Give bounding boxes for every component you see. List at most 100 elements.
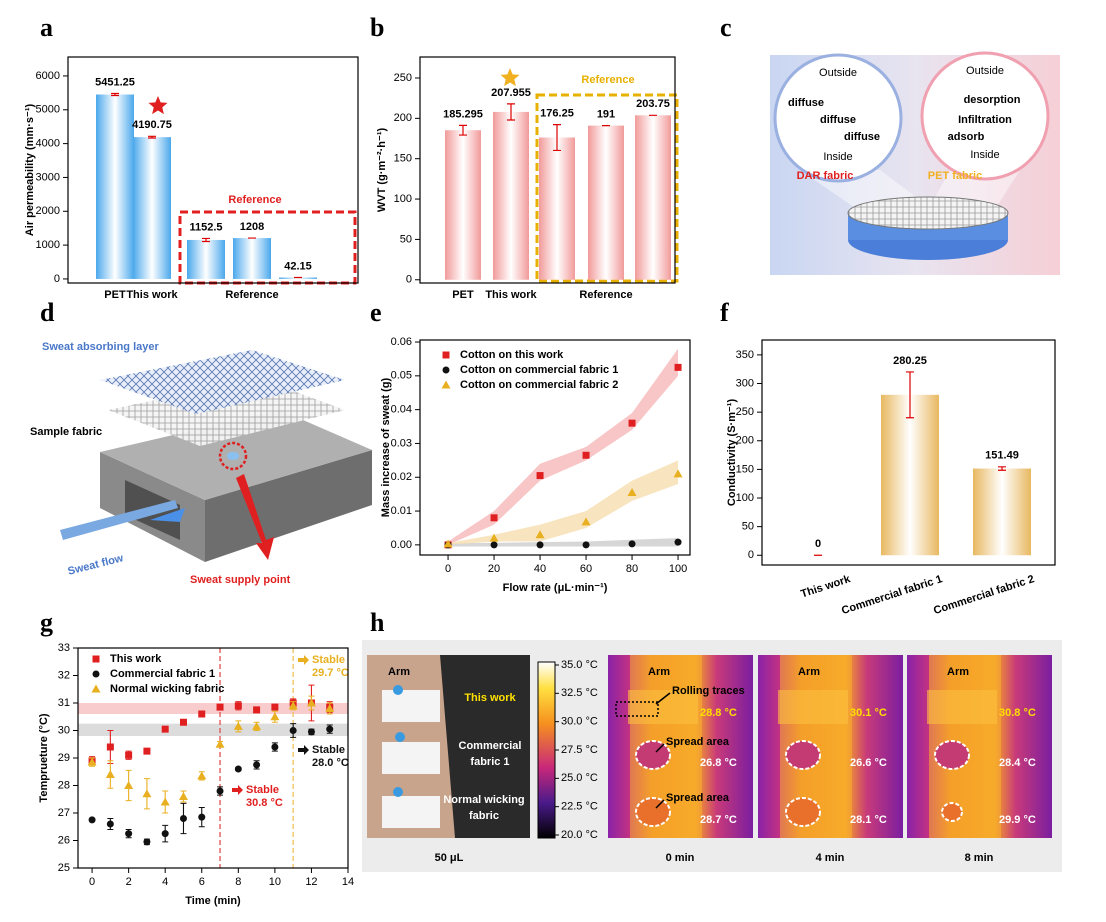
spread-area [635, 740, 671, 770]
note: Spread area [666, 792, 730, 804]
confidence-band [448, 460, 679, 545]
marker [234, 765, 242, 773]
y-tick-label: 33 [58, 642, 70, 654]
y-axis-label: WVT (g·m⁻²·h⁻¹) [376, 128, 388, 213]
marker [582, 451, 590, 459]
supply-arrow [236, 474, 274, 560]
marker [489, 533, 499, 542]
bar [133, 137, 171, 279]
marker [289, 727, 297, 734]
fabric-patch [382, 690, 440, 722]
marker [535, 530, 545, 539]
y-tick-label: 100 [394, 193, 412, 205]
x-tick-label: 100 [669, 563, 687, 575]
label: Outside [966, 65, 1004, 77]
marker [271, 703, 279, 711]
error-bar [148, 135, 156, 139]
label: Infiltration [958, 114, 1012, 126]
x-tick-label: Reference [225, 289, 278, 301]
note-arrow [655, 743, 665, 753]
band [78, 723, 348, 736]
patch [778, 690, 848, 724]
marker [161, 725, 169, 733]
y-tick-label: 3000 [36, 171, 60, 183]
panel-label: b [370, 13, 384, 42]
zoom-circle [920, 51, 1050, 181]
value-label: 203.75 [636, 98, 670, 110]
x-tick-label: This work [485, 289, 537, 301]
colorbar-label: 22.5 °C [561, 801, 598, 813]
temperature: 28.8 °C [700, 707, 737, 719]
flow-arrow [150, 508, 185, 522]
bar [233, 238, 271, 279]
x-tick-label: Commercial fabric 1 [840, 573, 944, 617]
annotation: Stable [312, 654, 345, 666]
marker [142, 789, 152, 798]
marker [105, 770, 115, 778]
temperature: 30.8 °C [999, 707, 1036, 719]
marker [179, 815, 187, 822]
y-tick-label: 30 [58, 724, 70, 736]
confidence-band [448, 538, 679, 547]
y-tick-label: 250 [394, 72, 412, 84]
error-bar [111, 92, 119, 97]
x-tick-label: 0 [445, 563, 451, 575]
y-tick-label: 300 [736, 377, 754, 389]
y-tick-label: 0.03 [391, 437, 412, 449]
annotation: Stable [312, 744, 345, 756]
y-tick-label: 32 [58, 669, 70, 681]
x-tick-label: 0 [89, 876, 95, 888]
marker [270, 712, 280, 721]
error-bar [202, 237, 210, 243]
y-tick-label: 0.00 [391, 539, 412, 551]
label: PET fabric [928, 170, 982, 182]
panel-label: f [720, 298, 729, 327]
temperature: 30.1 °C [850, 707, 887, 719]
y-tick-label: 200 [394, 112, 412, 124]
value-label: 185.295 [443, 108, 483, 120]
marker [627, 487, 637, 496]
annotation: Stable [246, 784, 279, 796]
annotation: 29.7 °C [312, 667, 349, 679]
value-label: 1152.5 [189, 221, 222, 233]
label: diffuse [844, 131, 880, 143]
zoom-circle [773, 53, 903, 183]
bar [635, 115, 671, 280]
spread-area [934, 740, 970, 770]
marker [674, 363, 682, 371]
x-tick-label: 12 [305, 876, 317, 888]
colorbar-label: 25.0 °C [561, 772, 598, 784]
block-face [205, 450, 372, 562]
y-tick-label: 26 [58, 834, 70, 846]
marker [326, 725, 334, 733]
bar [588, 125, 624, 280]
y-tick-label: 0.04 [391, 404, 412, 416]
droplet [395, 732, 405, 742]
colorbar [537, 661, 556, 839]
plot-frame [761, 339, 1056, 566]
reference-box [535, 93, 679, 283]
marker [197, 771, 207, 780]
label: DAR fabric [797, 170, 854, 182]
x-tick-label: PET [452, 289, 474, 301]
label: Sweat supply point [190, 574, 291, 586]
spread-area [785, 740, 821, 770]
y-tick-label: 0 [748, 549, 754, 561]
marker [442, 351, 450, 359]
temperature: 28.4 °C [999, 757, 1036, 769]
plot-frame [77, 647, 349, 869]
x-tick-label: 2 [126, 876, 132, 888]
y-tick-label: 1000 [36, 239, 60, 251]
label: Inside [970, 149, 999, 161]
x-tick-label: 10 [269, 876, 281, 888]
label: Outside [819, 67, 857, 79]
patch [628, 690, 698, 724]
marker [490, 541, 498, 549]
arrow [298, 655, 309, 665]
bar [973, 468, 1031, 556]
spread-area [785, 797, 821, 827]
error-bar [998, 466, 1006, 471]
x-tick-label: 8 [235, 876, 241, 888]
marker [179, 718, 187, 726]
marker [673, 469, 683, 478]
